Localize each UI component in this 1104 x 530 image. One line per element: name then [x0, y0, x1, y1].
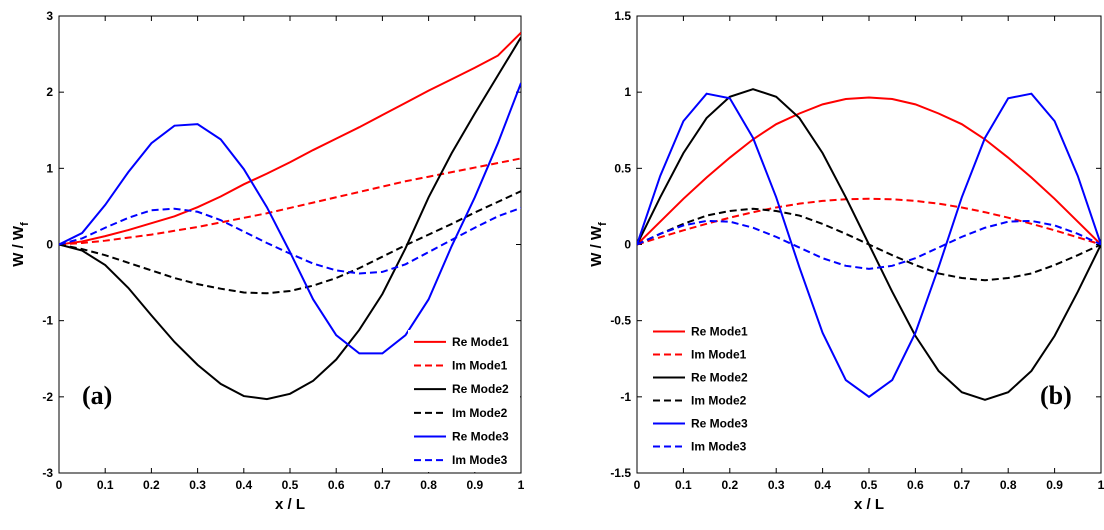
x-tick-label: 0.8	[1000, 478, 1017, 492]
legend-label: Im Mode1	[691, 348, 747, 362]
legend-label: Im Mode2	[691, 394, 747, 408]
y-axis-label: W / Wf	[10, 222, 31, 267]
panel-label: (a)	[82, 381, 112, 410]
y-tick-label: 1	[46, 161, 53, 175]
y-tick-label: 0	[624, 238, 631, 252]
series-line-im-mode2	[59, 190, 521, 295]
x-tick-label: 0.9	[1046, 478, 1063, 492]
x-tick-label: 0.1	[675, 478, 692, 492]
x-tick-label: 1	[1098, 478, 1104, 492]
legend-label: Re Mode2	[452, 382, 509, 396]
y-tick-label: -1	[42, 314, 53, 328]
legend-box	[408, 330, 520, 472]
x-tick-label: 0.3	[189, 478, 206, 492]
legend-label: Im Mode3	[691, 440, 747, 454]
series-line-re-mode1	[637, 96, 1101, 246]
legend-label: Re Mode3	[452, 430, 509, 444]
x-axis-label: x / L	[275, 496, 305, 513]
chart-panel-a: 0 0.1 0.2 0.3 0.4 0.5 0.6 0.7 0.8 0.9 1 -3 -2 -1 0 1 2 3 x…	[10, 9, 525, 513]
y-tick-label: 0	[46, 238, 53, 252]
x-tick-label: 0.2	[721, 478, 738, 492]
x-tick-label: 0.7	[953, 478, 970, 492]
x-tick-label: 0.8	[420, 478, 437, 492]
y-axis-label-main: W / W	[588, 225, 605, 267]
y-tick-label: -3	[42, 466, 53, 480]
x-tick-label: 0.3	[768, 478, 785, 492]
x-tick-label: 0.6	[328, 478, 345, 492]
legend-label: Re Mode1	[452, 335, 509, 349]
y-tick-label: 3	[46, 9, 53, 23]
series-line-im-mode1	[59, 157, 521, 246]
y-tick-label: 1	[624, 85, 631, 99]
x-tick-label: 0.7	[374, 478, 391, 492]
y-axis-label-subscript: f	[19, 222, 31, 226]
x-tick-label: 0.2	[143, 478, 160, 492]
legend-label: Re Mode2	[691, 371, 748, 385]
series-line-im-mode2	[637, 207, 1101, 282]
series-line-re-mode2	[59, 36, 521, 401]
y-axis-label-main: W / W	[10, 225, 27, 267]
x-tick-label: 0	[634, 478, 641, 492]
series-line-im-mode3	[59, 206, 521, 275]
legend: Re Mode1 Im Mode1 Re Mode2 Im Mode2 Re Mode3…	[408, 330, 520, 472]
y-tick-label: 0.5	[614, 161, 631, 175]
legend: Re Mode1 Im Mode1 Re Mode2 Im Mode2 Re Mode3…	[647, 320, 762, 458]
y-tick-label: -1.5	[610, 466, 631, 480]
legend-label: Re Mode3	[691, 417, 748, 431]
x-tick-label: 0.4	[235, 478, 252, 492]
x-tick-label: 0.6	[907, 478, 924, 492]
legend-label: Im Mode1	[452, 359, 508, 373]
legend-box	[647, 320, 762, 458]
y-tick-label: 2	[46, 85, 53, 99]
x-tick-label: 0.9	[466, 478, 483, 492]
series-line-re-mode3	[59, 82, 521, 355]
series-line-re-mode3	[637, 92, 1101, 399]
legend-label: Re Mode1	[691, 325, 748, 339]
y-axis-label: W / Wf	[588, 222, 609, 267]
y-tick-label: -2	[42, 390, 53, 404]
x-tick-label: 0.1	[97, 478, 114, 492]
x-tick-label: 0.5	[861, 478, 878, 492]
x-axis-label: x / L	[854, 496, 884, 513]
legend-label: Im Mode3	[452, 453, 508, 467]
y-tick-label: -1	[620, 390, 631, 404]
legend-label: Im Mode2	[452, 406, 508, 420]
series-line-im-mode3	[637, 219, 1101, 270]
y-axis-label-subscript: f	[597, 222, 609, 226]
x-tick-label: 0.5	[282, 478, 299, 492]
y-tick-label: -0.5	[610, 314, 631, 328]
y-tick-label: 1.5	[614, 9, 631, 23]
series-line-re-mode1	[59, 32, 521, 246]
panel-label: (b)	[1040, 381, 1072, 410]
x-tick-label: 1	[518, 478, 525, 492]
chart-panel-b: 0 0.1 0.2 0.3 0.4 0.5 0.6 0.7 0.8 0.9 1 -1.5 -1 -0.5 0…	[588, 9, 1104, 513]
x-tick-label: 0.4	[814, 478, 831, 492]
x-tick-label: 0	[56, 478, 63, 492]
